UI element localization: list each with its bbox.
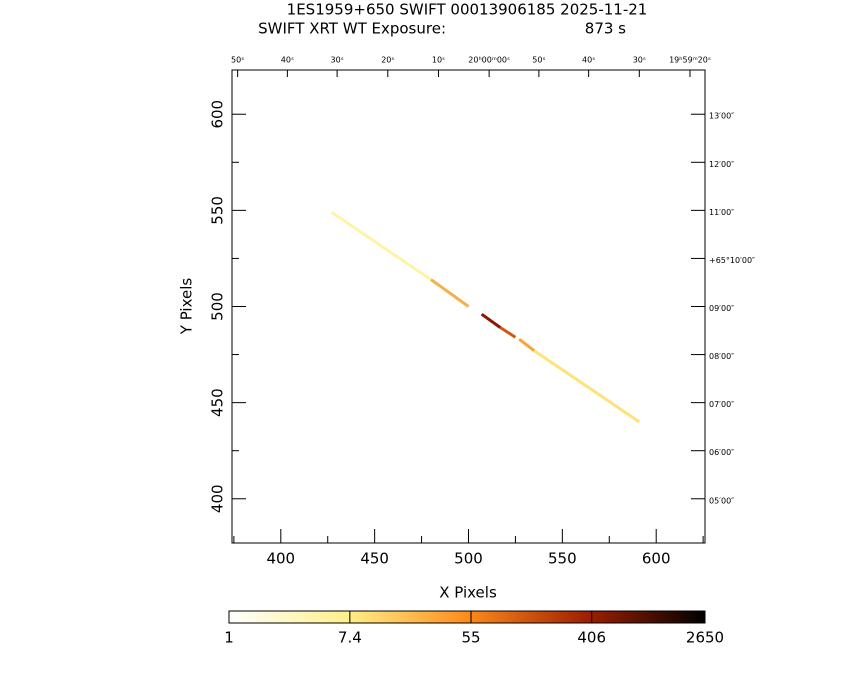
colorbar-tick-label: 406 [577, 629, 606, 647]
y-tick-label: 400 [209, 484, 227, 513]
y2-tick-label: 06′00″ [709, 448, 734, 457]
y2-tick-label: 07′00″ [709, 400, 734, 409]
x2-tick-label: 20ʰ00ᵐ00ˢ [468, 56, 510, 65]
colorbar [228, 610, 706, 624]
y-tick-label: 500 [209, 292, 227, 321]
x2-tick-label: 30ˢ [633, 56, 646, 65]
streak-segment [533, 349, 641, 424]
x2-tick-label: 50ˢ [231, 56, 244, 65]
y-tick-label: 600 [209, 100, 227, 129]
streak-segment [330, 211, 432, 281]
streak-segment [499, 326, 517, 339]
colorbar-tick-label: 1 [224, 629, 234, 647]
x2-tick-label: 30ˢ [331, 56, 344, 65]
y-tick-label: 550 [209, 196, 227, 225]
y2-tick-label: 09′00″ [709, 304, 734, 313]
y-axis-label: Y Pixels [178, 278, 196, 336]
x2-tick-label: 40ˢ [281, 56, 294, 65]
x2-tick-label: 10ˢ [432, 56, 445, 65]
y2-tick-label: 08′00″ [709, 352, 734, 361]
x2-tick-label: 20ˢ [381, 56, 394, 65]
chart-subtitle: SWIFT XRT WT Exposure: [258, 20, 446, 38]
colorbar-tick-label: 2650 [686, 629, 724, 647]
y2-tick-label: 11′00″ [709, 208, 734, 217]
x2-tick-label: 50ˢ [532, 56, 545, 65]
colorbar-tick-label: 7.4 [338, 629, 362, 647]
x2-tick-label: 40ˢ [582, 56, 595, 65]
chart-title: 1ES1959+650 SWIFT 00013906185 2025-11-21 [287, 1, 648, 19]
exposure: 873 s [585, 20, 626, 38]
x-tick-label: 400 [266, 550, 295, 568]
y2-tick-label: 12′00″ [709, 160, 734, 169]
y-tick-label: 450 [209, 388, 227, 417]
x2-tick-label: 19ʰ59ᵐ20ˢ [669, 56, 711, 65]
y2-tick-label: +65°10′00″ [709, 256, 755, 265]
x-tick-label: 450 [360, 550, 389, 568]
x-axis-label: X Pixels [439, 584, 497, 602]
x-tick-label: 600 [642, 550, 671, 568]
streak-segment [480, 312, 502, 329]
y2-tick-label: 13′00″ [709, 112, 734, 121]
streak-segment [430, 278, 470, 308]
streak-segment [518, 337, 536, 352]
y2-tick-label: 05′00″ [709, 496, 734, 505]
colorbar-tick-label: 55 [461, 629, 480, 647]
x-tick-label: 500 [454, 550, 483, 568]
x-tick-label: 550 [548, 550, 577, 568]
